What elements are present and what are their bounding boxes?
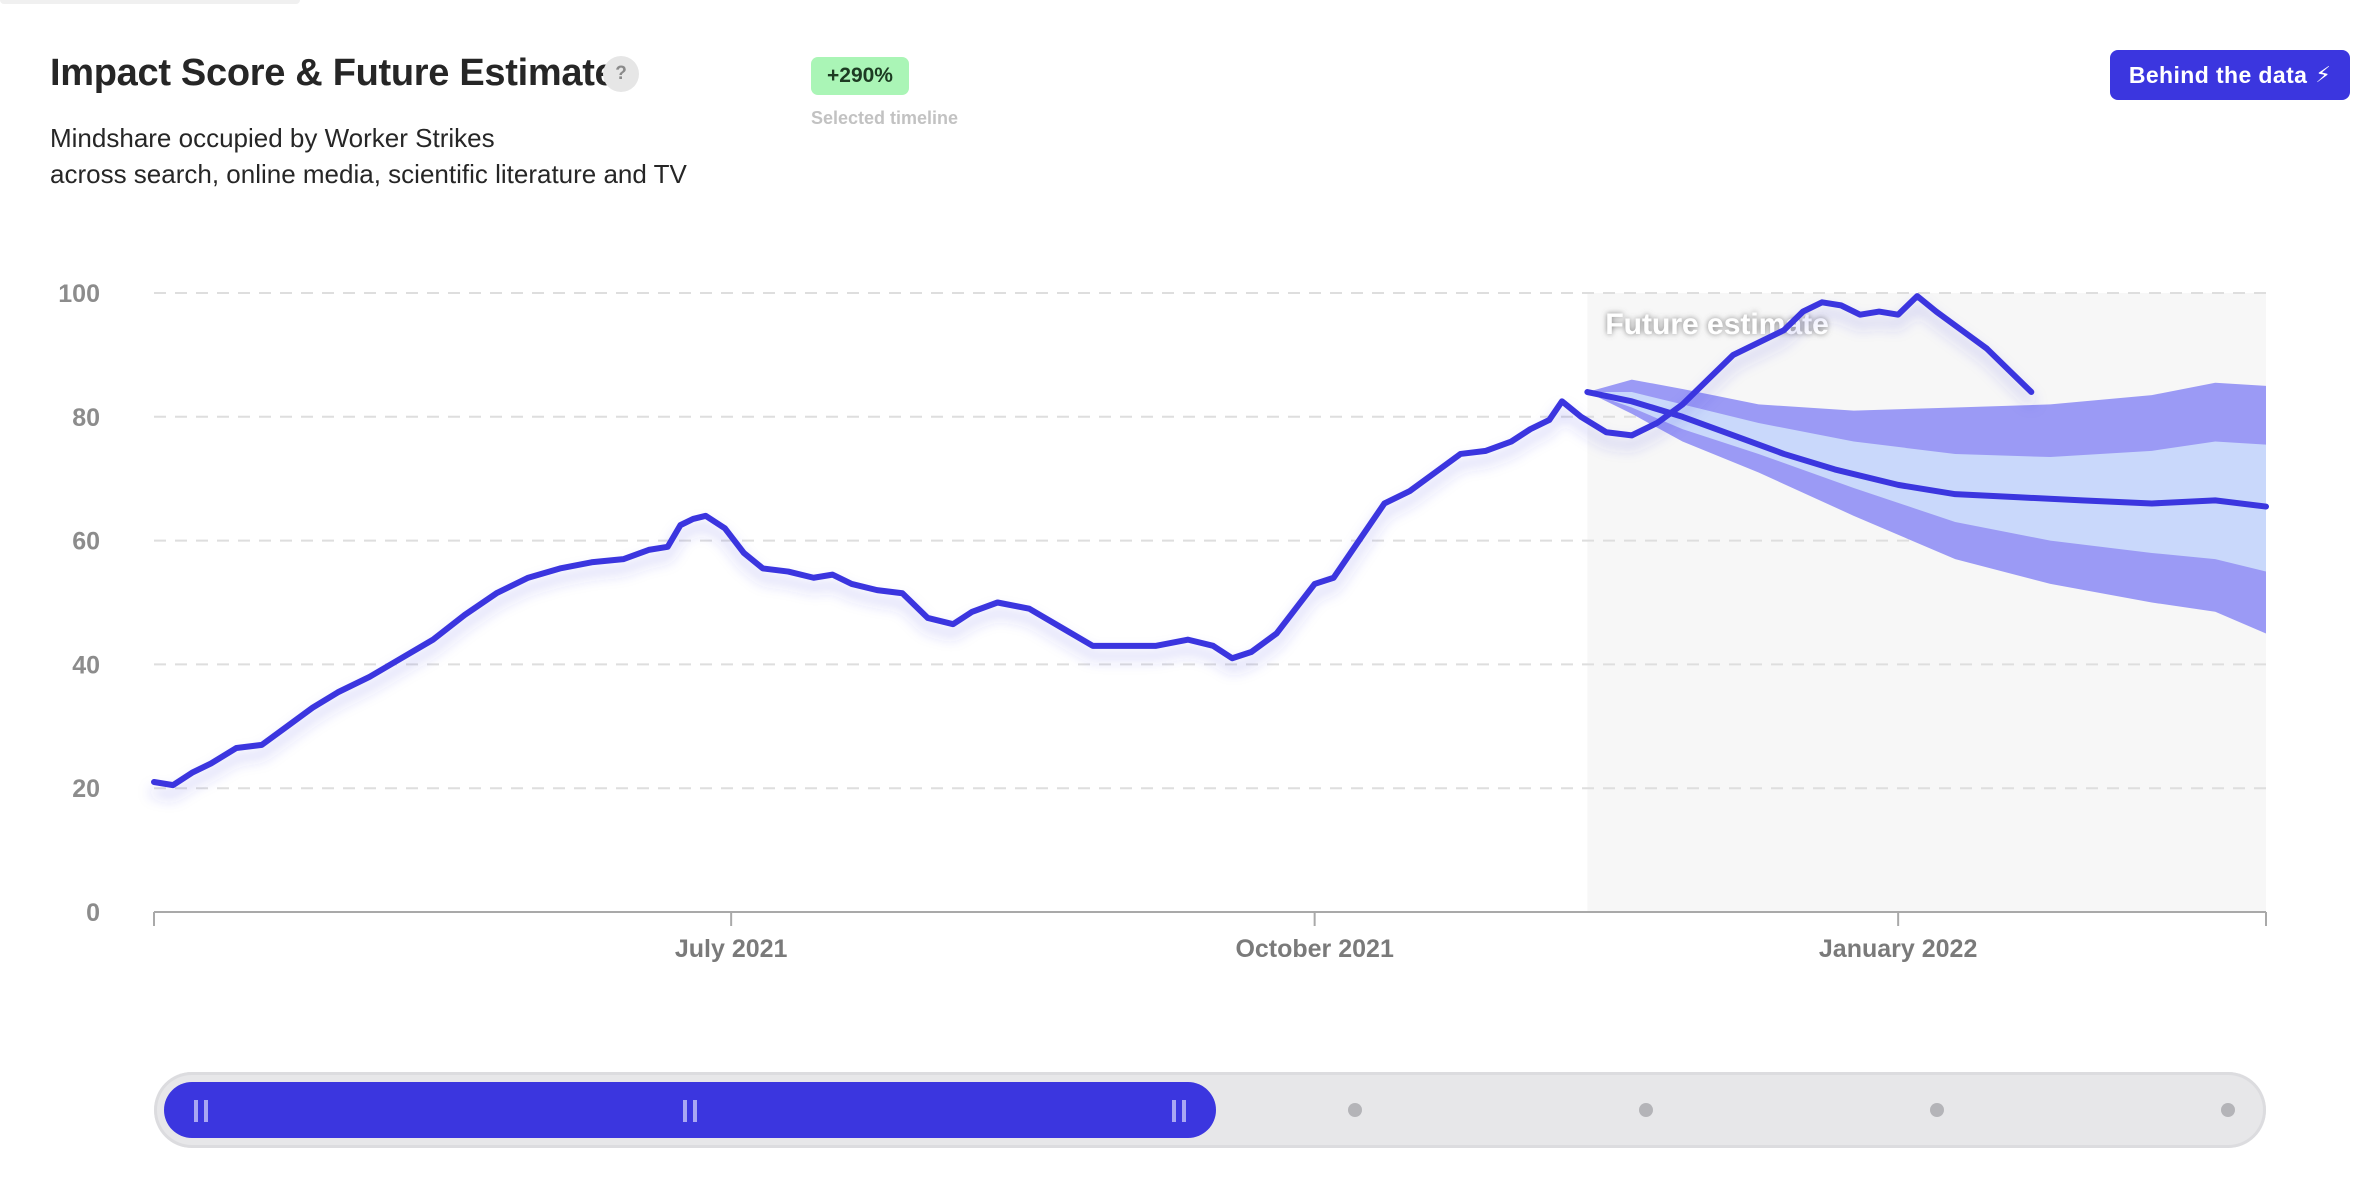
- range-step-dot[interactable]: [1639, 1103, 1653, 1117]
- x-tick-label: January 2022: [1819, 935, 1977, 963]
- behind-the-data-button[interactable]: Behind the data ⚡︎: [2110, 50, 2350, 100]
- range-step-dot[interactable]: [2221, 1103, 2235, 1117]
- y-tick-label: 100: [58, 280, 100, 308]
- range-end-handle[interactable]: [1172, 1100, 1186, 1122]
- timeline-range-slider[interactable]: [154, 1072, 2266, 1148]
- y-tick-label: 80: [72, 404, 100, 432]
- lightning-bolt-icon: ⚡︎: [2315, 62, 2332, 87]
- x-tick-label: July 2021: [675, 935, 788, 963]
- series-line-observed: [151, 293, 2035, 789]
- confidence-band-inner: [1587, 392, 2266, 572]
- subtitle-line-2: across search, online media, scientific …: [50, 159, 687, 189]
- range-middle-handle[interactable]: [683, 1100, 697, 1122]
- series-line-forecast: [1584, 389, 2269, 510]
- chart-subtitle: Mindshare occupied by Worker Strikes acr…: [50, 120, 687, 192]
- behind-the-data-label: Behind the data: [2128, 61, 2308, 88]
- badge-caption: Selected timeline: [811, 108, 959, 128]
- y-tick-label: 20: [72, 775, 100, 803]
- range-step-dot[interactable]: [1348, 1103, 1362, 1117]
- y-tick-label: 40: [72, 651, 100, 679]
- range-start-handle[interactable]: [194, 1100, 208, 1122]
- help-icon[interactable]: ?: [603, 56, 639, 92]
- page-title: Impact Score & Future Estimate: [50, 52, 616, 94]
- top-edge-tab: [0, 0, 300, 4]
- forecast-label: Future estimate: [1605, 308, 1828, 341]
- subtitle-line-1: Mindshare occupied by Worker Strikes: [50, 123, 495, 153]
- x-tick-label: October 2021: [1235, 935, 1394, 963]
- change-badge: +290%: [811, 57, 909, 95]
- range-slider-selection[interactable]: [164, 1082, 1216, 1138]
- y-tick-label: 60: [72, 528, 100, 556]
- range-step-dot[interactable]: [1930, 1103, 1944, 1117]
- y-tick-label: 0: [86, 899, 100, 927]
